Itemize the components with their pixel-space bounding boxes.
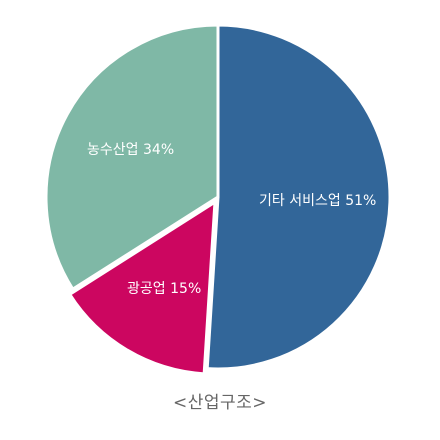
- pie-slice-3: [44, 23, 220, 291]
- pie-slice-1: [205, 23, 392, 371]
- chart-caption: <산업구조>: [172, 393, 268, 413]
- pie-slice-label-3: 농수산업 34%: [87, 142, 174, 158]
- pie-slice-2: [68, 200, 217, 376]
- pie-slice-label-1: 기타 서비스업 51%: [259, 193, 376, 209]
- pie-slice-label-2: 광공업 15%: [127, 281, 201, 297]
